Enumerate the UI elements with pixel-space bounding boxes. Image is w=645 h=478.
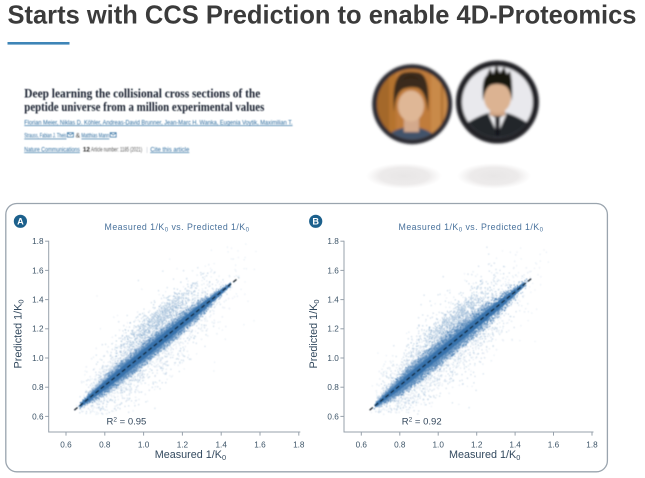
svg-text:Matthias Mann: Matthias Mann bbox=[81, 133, 109, 140]
svg-text:1.0: 1.0 bbox=[327, 354, 339, 363]
svg-text:0.6: 0.6 bbox=[60, 441, 72, 450]
svg-text:1.0: 1.0 bbox=[32, 354, 44, 363]
svg-text:0.8: 0.8 bbox=[32, 383, 44, 392]
svg-text:1.4: 1.4 bbox=[327, 296, 339, 305]
svg-text:Deep learning the collisional: Deep learning the collisional cross sect… bbox=[24, 86, 260, 101]
svg-text:1.8: 1.8 bbox=[327, 237, 339, 246]
svg-text:1.8: 1.8 bbox=[32, 237, 44, 246]
svg-text:peptide universe from a millio: peptide universe from a million experime… bbox=[24, 99, 264, 114]
svg-text:Predicted 1/K0: Predicted 1/K0 bbox=[13, 300, 26, 369]
svg-text:, Article number: 1185 (2021): , Article number: 1185 (2021) bbox=[89, 146, 142, 153]
svg-text:0.6: 0.6 bbox=[356, 441, 368, 450]
svg-text:0.6: 0.6 bbox=[32, 412, 44, 421]
svg-text:0.8: 0.8 bbox=[99, 441, 111, 450]
svg-text:12: 12 bbox=[83, 146, 91, 153]
svg-text:1.6: 1.6 bbox=[548, 441, 560, 450]
svg-text:Strauss, Fabian J. Theis: Strauss, Fabian J. Theis bbox=[24, 133, 67, 140]
svg-text:0.8: 0.8 bbox=[394, 441, 406, 450]
svg-text:&: & bbox=[76, 133, 81, 140]
svg-text:1.2: 1.2 bbox=[177, 441, 189, 450]
svg-text:Measured 1/K0 vs. Predicted 1/: Measured 1/K0 vs. Predicted 1/K0 bbox=[399, 222, 544, 234]
svg-text:1.6: 1.6 bbox=[327, 266, 339, 275]
svg-text:0.8: 0.8 bbox=[327, 383, 339, 392]
svg-text:1.6: 1.6 bbox=[32, 266, 44, 275]
svg-text:1.2: 1.2 bbox=[32, 325, 44, 334]
svg-text:1.2: 1.2 bbox=[471, 441, 483, 450]
svg-text:Starts with CCS Prediction to: Starts with CCS Prediction to enable 4D-… bbox=[8, 0, 637, 29]
svg-text:A: A bbox=[17, 217, 24, 227]
svg-text:0.6: 0.6 bbox=[327, 412, 339, 421]
svg-text:1.8: 1.8 bbox=[586, 441, 598, 450]
svg-text:Nature Communications: Nature Communications bbox=[24, 146, 80, 153]
svg-text:1.8: 1.8 bbox=[293, 441, 305, 450]
svg-text:1.4: 1.4 bbox=[32, 296, 44, 305]
svg-text:B: B bbox=[312, 217, 319, 227]
svg-text:Florian Meier, Niklas D. Köhle: Florian Meier, Niklas D. Köhler, Andreas… bbox=[24, 119, 292, 126]
svg-text:1.4: 1.4 bbox=[216, 441, 228, 450]
svg-text:Cite this article: Cite this article bbox=[150, 146, 190, 153]
svg-text:R2 = 0.92: R2 = 0.92 bbox=[402, 416, 442, 427]
svg-text:|: | bbox=[146, 146, 148, 153]
svg-text:1.2: 1.2 bbox=[327, 325, 339, 334]
svg-text:1.4: 1.4 bbox=[509, 441, 521, 450]
svg-text:Measured 1/K0: Measured 1/K0 bbox=[449, 449, 520, 462]
svg-text:1.0: 1.0 bbox=[138, 441, 150, 450]
svg-text:1.0: 1.0 bbox=[433, 441, 445, 450]
svg-text:1.6: 1.6 bbox=[254, 441, 266, 450]
svg-text:Predicted 1/K0: Predicted 1/K0 bbox=[308, 300, 321, 369]
svg-text:Measured 1/K0 vs. Predicted 1/: Measured 1/K0 vs. Predicted 1/K0 bbox=[105, 222, 250, 234]
svg-text:R2 = 0.95: R2 = 0.95 bbox=[107, 416, 147, 427]
svg-text:Measured 1/K0: Measured 1/K0 bbox=[155, 449, 226, 462]
